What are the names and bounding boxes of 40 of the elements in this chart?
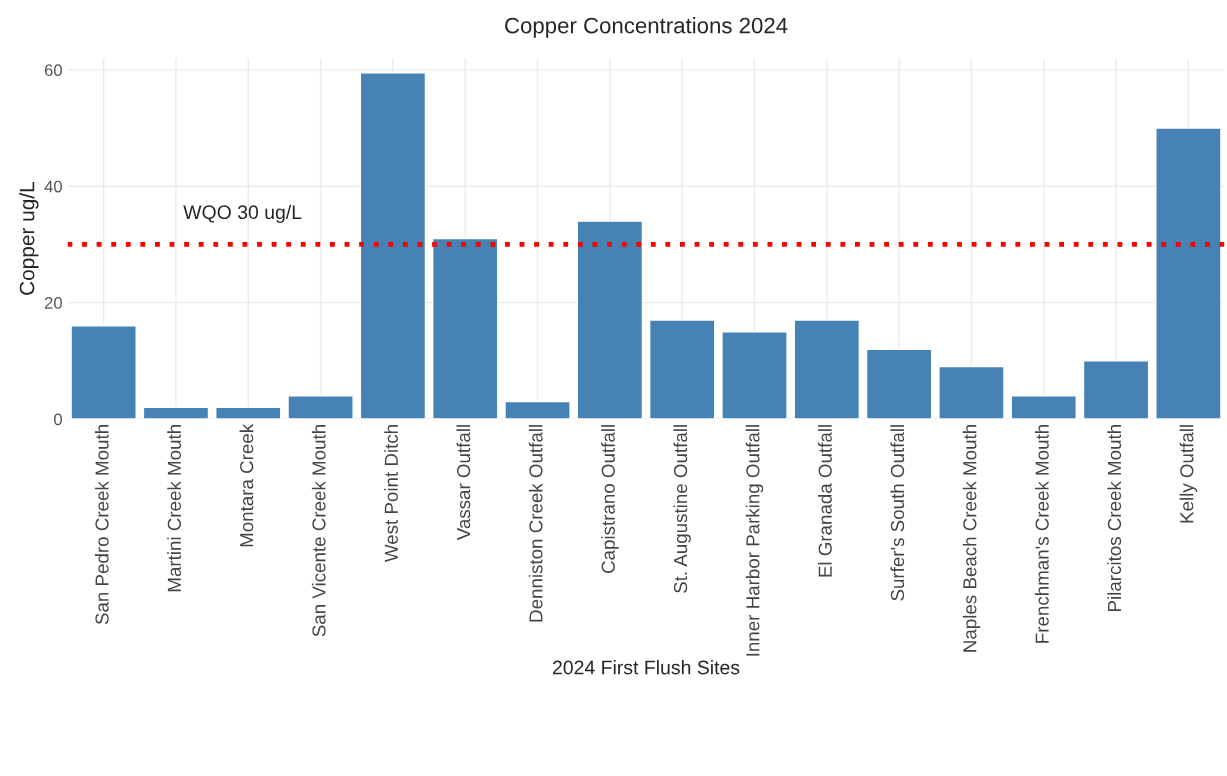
bar (359, 72, 427, 420)
x-tick-label: Surfer's South Outfall (890, 425, 905, 601)
bar (1010, 395, 1077, 420)
x-tick-label: Naples Beach Creek Mouth (962, 425, 981, 652)
bar (1082, 360, 1150, 420)
bar (70, 325, 137, 420)
bar (648, 319, 716, 420)
x-tick-label: San Pedro Creek Mouth (94, 425, 109, 625)
x-tick-label: Pilarcitos Creek Mouth (1107, 425, 1122, 611)
y-axis-title: Copper ug/L (19, 181, 39, 295)
bar (215, 406, 282, 420)
bar (721, 331, 788, 420)
y-tick-label: 60 (44, 64, 62, 77)
bar (142, 406, 210, 420)
bar (1155, 127, 1222, 420)
x-tick-label: West Point Ditch (384, 425, 398, 563)
ref-line-label: WQO 30 ug/L (183, 204, 302, 223)
bar (576, 220, 644, 420)
x-tick-label: St. Augustine Outfall (673, 425, 691, 593)
bar (793, 319, 861, 420)
x-tick-label: San Vicente Creek Mouth (311, 425, 326, 637)
bar (431, 237, 499, 420)
x-tick-label: Frenchman's Creek Mouth (1035, 425, 1049, 643)
x-tick-label: Martini Creek Mouth (167, 425, 181, 592)
x-tick-label: Montara Creek (239, 423, 254, 547)
bar (287, 395, 354, 420)
y-tick-label: 0 (54, 413, 62, 426)
x-tick-label: Vassar Outfall (456, 425, 471, 541)
bar (865, 348, 933, 420)
x-tick-label: El Granada Outfall (818, 425, 832, 577)
x-tick-label: Inner Harbor Parking Outfall (745, 425, 764, 656)
x-tick-label: Denniston Creek Outfall (528, 425, 543, 622)
bar (504, 400, 571, 420)
x-tick-label: Kelly Outfall (1179, 425, 1198, 523)
chart-title: Copper Concentrations 2024 (505, 17, 788, 38)
y-tick-label: 20 (44, 297, 62, 309)
x-axis-title: 2024 First Flush Sites (552, 660, 740, 675)
bar (938, 365, 1005, 420)
x-tick-label: Capistrano Outfall (601, 425, 619, 574)
y-tick-label: 40 (44, 180, 62, 193)
